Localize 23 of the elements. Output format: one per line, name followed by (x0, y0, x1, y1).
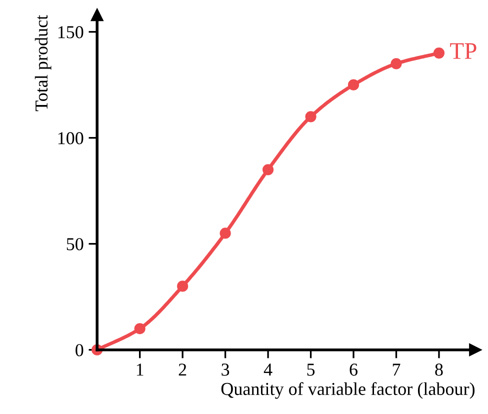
y-axis-title: Total product (34, 15, 52, 112)
y-tick-label: 150 (58, 26, 84, 38)
y-tick-label: 100 (58, 132, 84, 144)
x-tick-label: 5 (307, 364, 315, 376)
x-tick-label: 4 (264, 364, 272, 376)
x-tick-label: 6 (350, 364, 358, 376)
series-label: TP (450, 43, 476, 59)
x-tick-label: 1 (136, 364, 144, 376)
point (220, 228, 231, 239)
x-tick-label: 8 (435, 364, 443, 376)
x-tick-label: 3 (222, 364, 230, 376)
point (348, 79, 360, 90)
point (262, 164, 274, 176)
point (134, 323, 146, 334)
x-tick-label: 2 (178, 364, 186, 376)
point (177, 280, 188, 292)
point (390, 58, 402, 70)
x-tick-label: 7 (392, 364, 400, 376)
y-tick-label: 0 (76, 344, 84, 356)
x-axis-title: Quantity of variable factor (labour) (221, 382, 475, 399)
point (433, 48, 445, 59)
point (305, 111, 316, 122)
y-tick-label: 50 (66, 238, 84, 250)
